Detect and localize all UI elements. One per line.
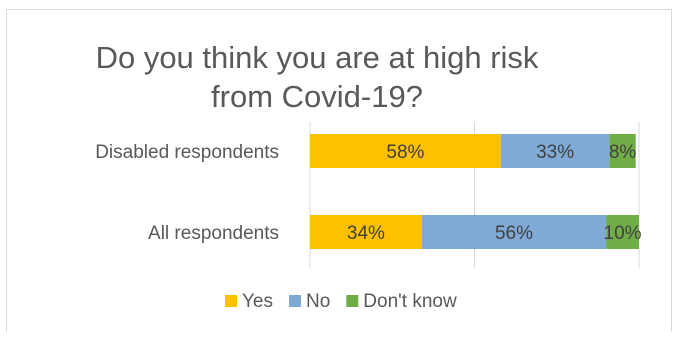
legend-swatch	[225, 295, 237, 307]
bar-segment	[609, 134, 636, 168]
bar-segment	[310, 134, 501, 168]
chart-title: Do you think you are at high risk from C…	[96, 40, 539, 114]
legend-label: Yes	[242, 291, 273, 312]
chart-title-line-1: Do you think you are at high risk	[96, 40, 539, 75]
legend-label: Don't know	[363, 291, 457, 312]
legend-label: No	[306, 291, 330, 312]
legend-swatch	[289, 295, 301, 307]
category-label: Disabled respondents	[95, 142, 279, 163]
bar-data-label: 56%	[495, 223, 533, 244]
legend-swatch	[346, 295, 359, 307]
bar-data-label: 10%	[604, 223, 642, 244]
bar-data-label: 34%	[347, 223, 385, 244]
bar-segment	[606, 215, 639, 249]
bar-data-label: 33%	[536, 142, 574, 163]
bars: 58% 33% 8% 34% 56% 10%	[310, 134, 642, 249]
bar-segment	[500, 134, 610, 168]
chart-title-line-2: from Covid-19?	[211, 79, 423, 114]
category-label: All respondents	[148, 223, 279, 244]
stacked-bar-chart: Do you think you are at high risk from C…	[95, 40, 642, 312]
bar-segment	[421, 215, 607, 249]
bar-data-label: 8%	[609, 142, 637, 163]
bar-segment	[310, 215, 422, 249]
category-labels: Disabled respondents All respondents	[95, 142, 279, 244]
legend: Yes No Don't know	[225, 291, 457, 312]
chart-frame: Do you think you are at high risk from C…	[6, 9, 672, 332]
bar-data-label: 58%	[386, 142, 424, 163]
